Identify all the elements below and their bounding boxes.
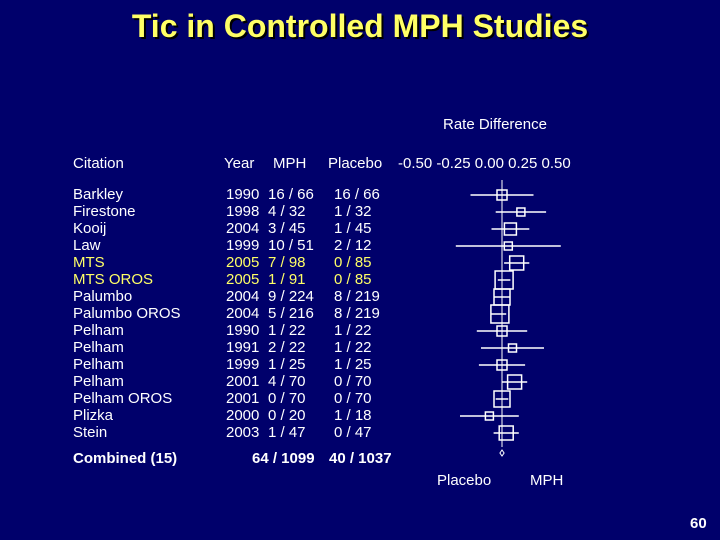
study-mph-count: 1 / 47 [268, 424, 306, 441]
favors-placebo-label: Placebo [437, 472, 492, 489]
study-citation: Pelham OROS [73, 390, 173, 407]
study-placebo-count: 0 / 70 [334, 390, 372, 407]
study-placebo-count: 1 / 22 [334, 322, 372, 339]
study-placebo-count: 1 / 22 [334, 339, 372, 356]
study-mph-count: 1 / 91 [268, 271, 306, 288]
study-placebo-count: 1 / 18 [334, 407, 372, 424]
study-citation: MTS [73, 254, 105, 271]
x-tick-label: -0.50 [398, 155, 433, 172]
study-estimate-box [503, 241, 514, 251]
study-year: 2001 [226, 373, 260, 390]
study-citation: Palumbo OROS [73, 305, 181, 322]
study-year: 2004 [226, 305, 260, 322]
study-citation: Barkley [73, 186, 124, 203]
x-tick-label: 0.00 [474, 155, 504, 172]
study-mph-count: 9 / 224 [268, 288, 314, 305]
study-estimate-box [507, 343, 518, 353]
study-year: 1999 [226, 356, 260, 373]
study-year: 1998 [226, 203, 260, 220]
study-mph-count: 7 / 98 [268, 254, 306, 271]
study-year: 2004 [226, 220, 260, 237]
study-citation: Stein [73, 424, 108, 441]
study-year: 2005 [226, 271, 260, 288]
column-header-citation: Citation [73, 155, 124, 172]
study-placebo-count: 0 / 47 [334, 424, 372, 441]
column-header-mph: MPH [273, 155, 307, 172]
study-estimate-box [490, 304, 510, 324]
study-mph-count: 2 / 22 [268, 339, 306, 356]
study-mph-count: 4 / 32 [268, 203, 306, 220]
study-estimate-box [503, 222, 518, 236]
x-tick-label: -0.25 [436, 155, 471, 172]
study-year: 1999 [226, 237, 260, 254]
study-citation: Pelham [73, 356, 124, 373]
x-tick-label: 0.50 [541, 155, 571, 172]
study-mph-count: 4 / 70 [268, 373, 306, 390]
study-mph-count: 0 / 70 [268, 390, 306, 407]
study-year: 2005 [226, 254, 260, 271]
study-citation: Pelham [73, 373, 124, 390]
study-citation: Law [73, 237, 101, 254]
study-estimate-box [496, 359, 508, 371]
study-placebo-count: 1 / 45 [334, 220, 372, 237]
study-estimate-box [506, 374, 523, 390]
study-placebo-count: 8 / 219 [334, 305, 380, 322]
study-mph-count: 5 / 216 [268, 305, 314, 322]
study-citation: Pelham [73, 322, 124, 339]
study-estimate-box [516, 207, 526, 217]
study-citation: Plizka [73, 407, 114, 424]
x-axis-tick-labels: -0.50 -0.25 0.00 0.25 0.50 [398, 155, 571, 172]
study-citation: MTS OROS [73, 271, 154, 288]
study-placebo-count: 2 / 12 [334, 237, 372, 254]
combined-placebo-count: 40 / 1037 [329, 450, 392, 467]
study-citation: Pelham [73, 339, 124, 356]
study-estimate-box [496, 325, 508, 337]
study-mph-count: 1 / 25 [268, 356, 306, 373]
study-mph-count: 1 / 22 [268, 322, 306, 339]
study-placebo-count: 0 / 70 [334, 373, 372, 390]
column-header-year: Year [224, 155, 255, 172]
study-placebo-count: 16 / 66 [334, 186, 380, 203]
study-year: 2004 [226, 288, 260, 305]
study-placebo-count: 1 / 25 [334, 356, 372, 373]
study-placebo-count: 0 / 85 [334, 254, 372, 271]
study-mph-count: 0 / 20 [268, 407, 306, 424]
study-estimate-box [484, 411, 495, 421]
combined-mph-count: 64 / 1099 [252, 450, 315, 467]
favors-mph-label: MPH [530, 472, 564, 489]
combined-estimate-diamond [499, 449, 505, 457]
study-mph-count: 3 / 45 [268, 220, 306, 237]
study-estimate-box [496, 189, 508, 201]
study-estimate-box [508, 255, 525, 271]
study-mph-count: 10 / 51 [268, 237, 314, 254]
study-placebo-count: 1 / 32 [334, 203, 372, 220]
study-citation: Kooij [73, 220, 107, 237]
study-year: 2003 [226, 424, 260, 441]
rate-difference-label: Rate Difference [443, 116, 547, 133]
study-estimate-box [493, 390, 511, 408]
study-year: 1991 [226, 339, 260, 356]
study-placebo-count: 8 / 219 [334, 288, 380, 305]
study-year: 2001 [226, 390, 260, 407]
column-header-placebo: Placebo [328, 155, 383, 172]
study-year: 1990 [226, 186, 260, 203]
study-citation: Palumbo [73, 288, 133, 305]
study-placebo-count: 0 / 85 [334, 271, 372, 288]
study-estimate-box [498, 425, 514, 441]
x-tick-label: 0.25 [508, 155, 538, 172]
study-mph-count: 16 / 66 [268, 186, 314, 203]
slide-title: Tic in Controlled MPH Studies [131, 8, 589, 44]
page-number: 60 [690, 515, 707, 532]
study-citation: Firestone [73, 203, 136, 220]
combined-label: Combined (15) [73, 450, 178, 467]
study-year: 2000 [226, 407, 260, 424]
study-year: 1990 [226, 322, 260, 339]
